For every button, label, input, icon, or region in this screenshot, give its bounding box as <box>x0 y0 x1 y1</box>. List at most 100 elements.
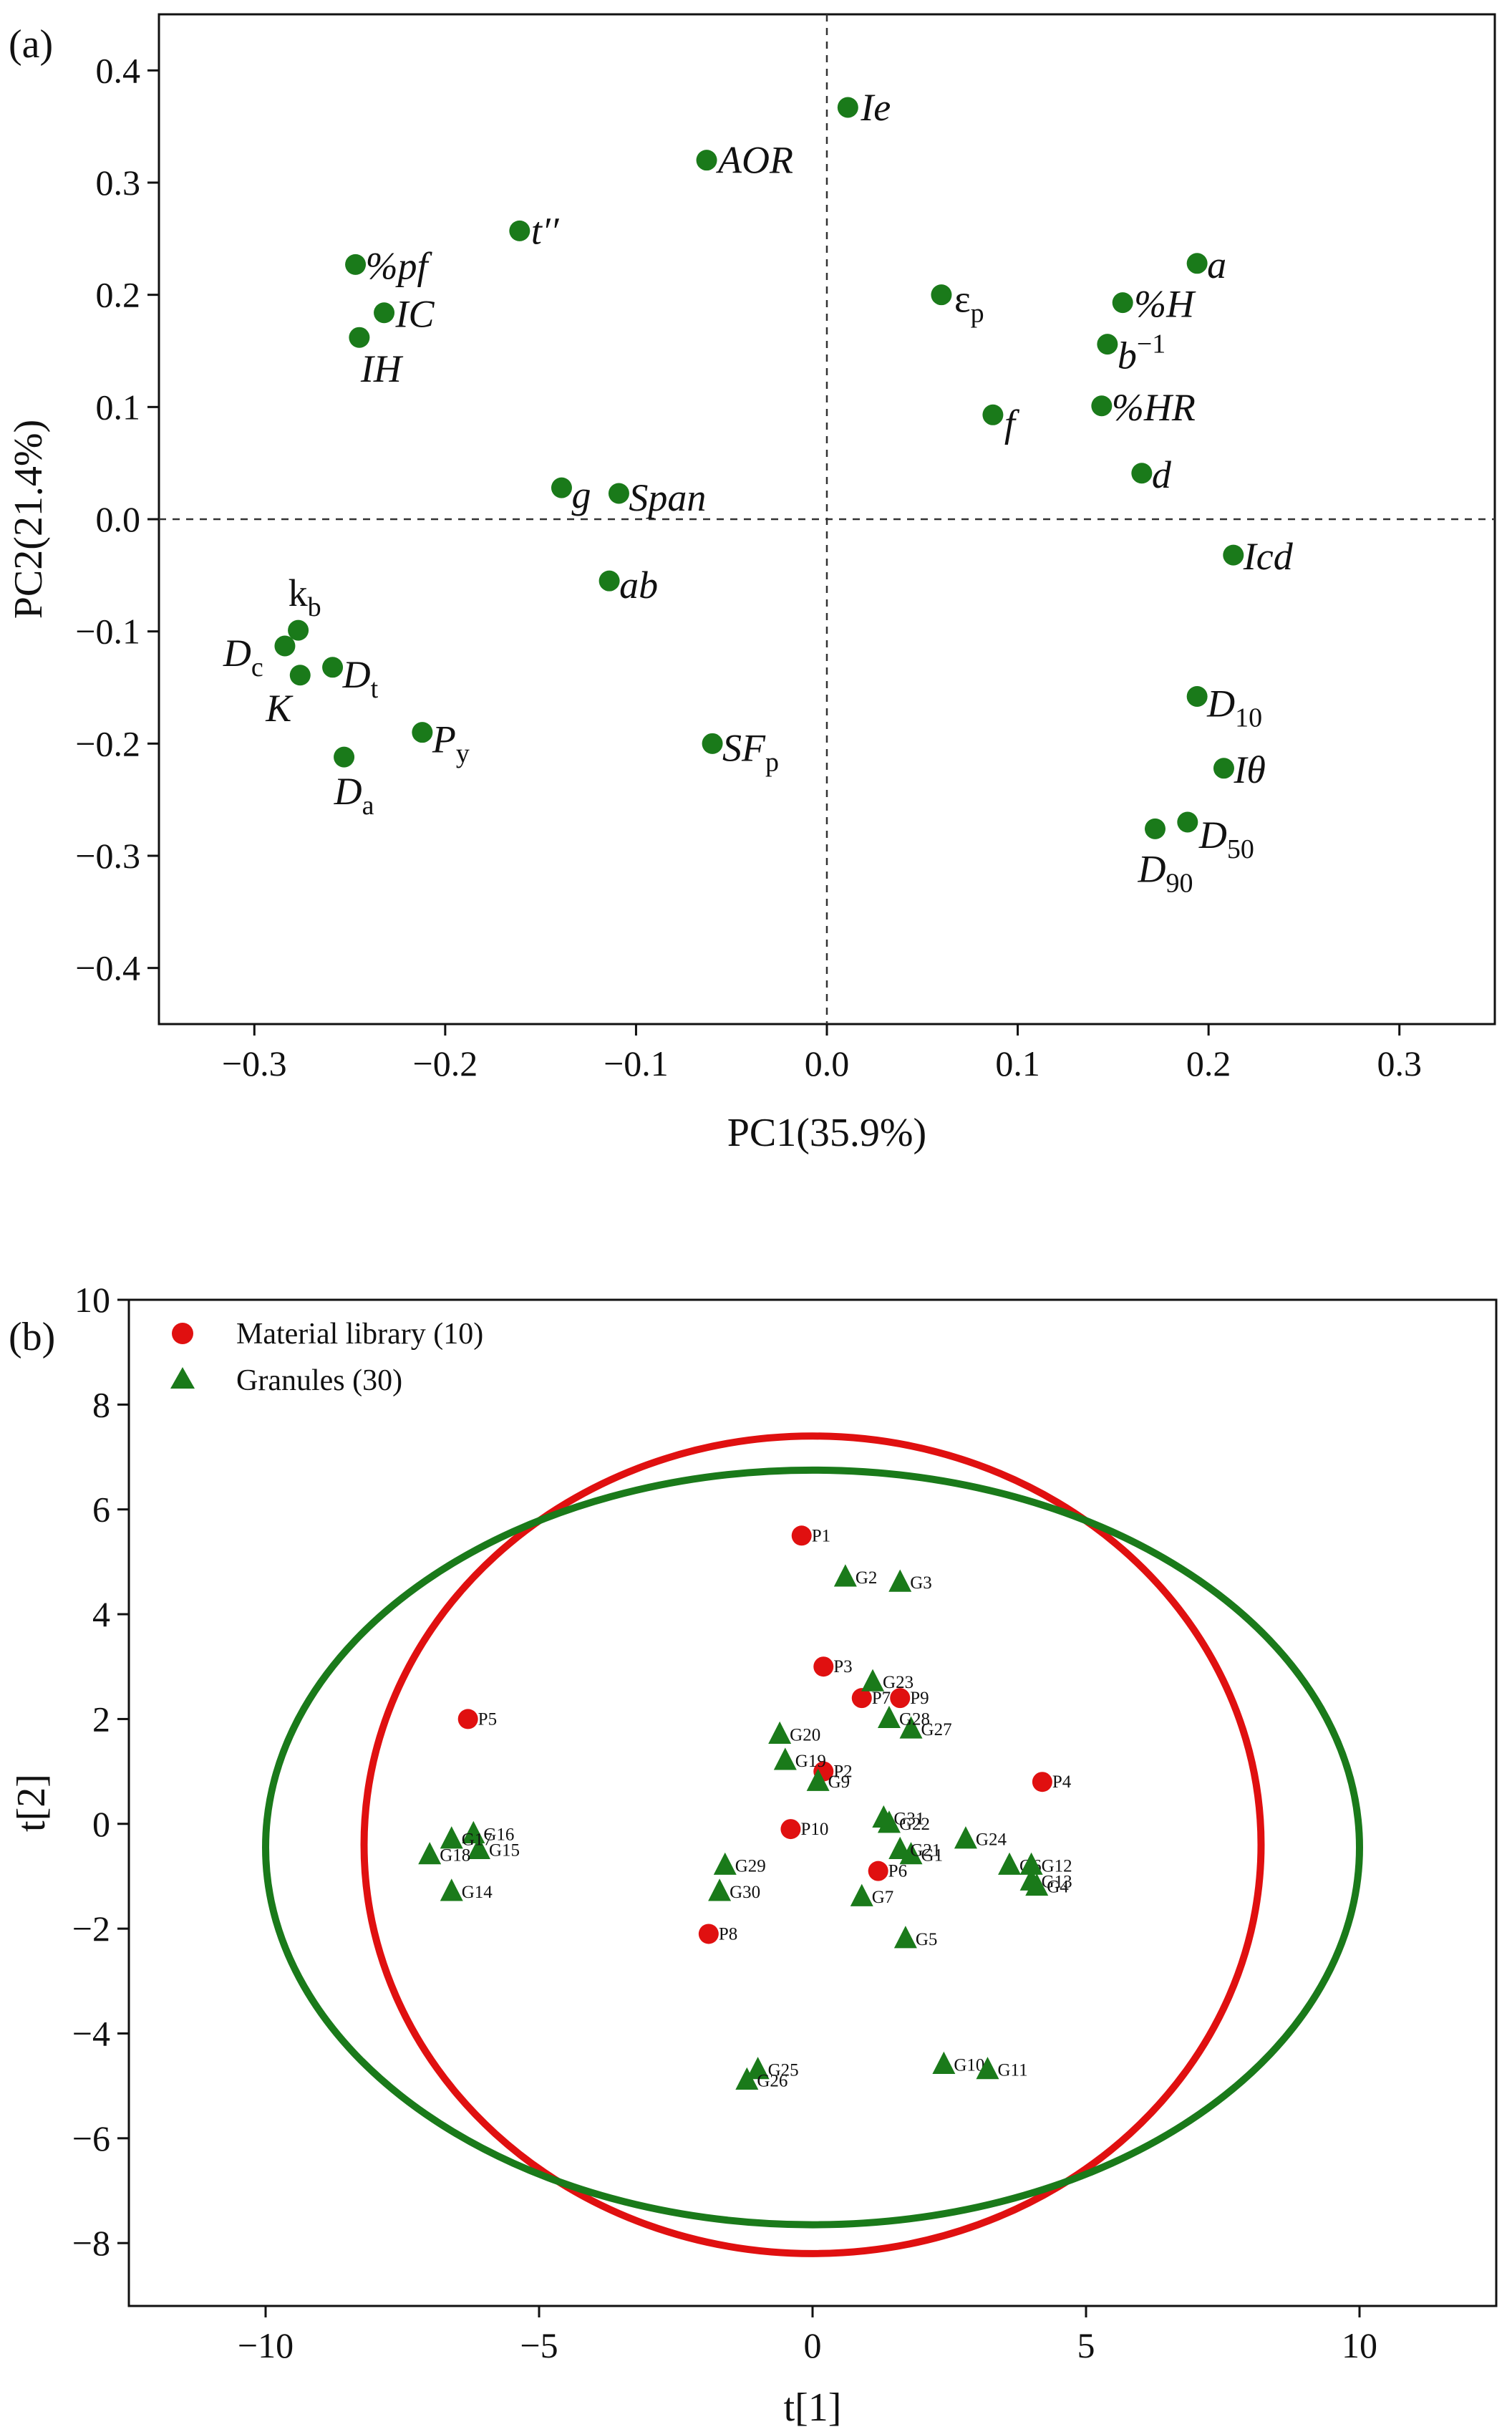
plot-frame <box>127 1298 1498 2307</box>
data-point <box>872 1805 896 1828</box>
data-point <box>696 150 717 171</box>
data-label: f <box>1004 402 1020 445</box>
data-point <box>288 619 309 641</box>
data-label: kb <box>289 571 321 622</box>
data-label: G14 <box>462 1883 493 1902</box>
data-label-main: Span <box>629 476 706 519</box>
data-point <box>888 1836 912 1859</box>
data-label-main: %H <box>1134 283 1196 326</box>
x-axis-title: t[1] <box>784 2385 842 2428</box>
data-point <box>877 1705 901 1729</box>
data-point <box>982 404 1004 425</box>
data-label-subscript: y <box>456 739 470 769</box>
data-point <box>1223 544 1244 566</box>
data-point <box>773 1747 797 1770</box>
y-tick-label: 0.3 <box>96 163 141 203</box>
x-tick-label: −0.2 <box>413 1043 478 1084</box>
data-label: G20 <box>790 1725 820 1745</box>
data-label-main: Iθ <box>1233 748 1266 791</box>
data-point <box>698 1924 719 1944</box>
data-label: a <box>1207 243 1226 286</box>
data-point <box>702 733 723 754</box>
data-label: P5 <box>478 1709 497 1729</box>
data-point <box>976 2057 999 2080</box>
data-label: IH <box>360 347 404 390</box>
data-label: Py <box>432 718 470 769</box>
data-label-subscript: 50 <box>1227 834 1254 864</box>
data-label: G31 <box>893 1809 924 1828</box>
data-point <box>931 284 952 306</box>
data-label-main: f <box>1004 402 1020 445</box>
data-point <box>868 1861 888 1881</box>
data-label: G30 <box>730 1883 760 1902</box>
data-label-main: d <box>1152 453 1172 496</box>
data-point <box>780 1819 801 1840</box>
data-label: D10 <box>1206 682 1262 733</box>
data-label: G23 <box>883 1673 914 1692</box>
data-label: P2 <box>833 1762 852 1782</box>
data-label: G3 <box>910 1573 932 1593</box>
data-label: Dc <box>223 632 263 682</box>
data-point <box>1032 1772 1052 1792</box>
data-label: d <box>1152 453 1172 496</box>
data-label-subscript: a <box>362 791 374 821</box>
data-label: %pf <box>366 244 433 287</box>
data-label: G15 <box>489 1840 520 1860</box>
data-label: G2 <box>856 1568 878 1588</box>
data-label: G29 <box>735 1856 766 1876</box>
x-tick-label: 0.2 <box>1186 1043 1231 1084</box>
data-label: G19 <box>795 1752 826 1771</box>
data-label-subscript: b <box>308 592 321 622</box>
y-tick-label: 0.2 <box>96 275 141 315</box>
y-tick-label: −0.1 <box>75 612 140 652</box>
data-label: G24 <box>976 1830 1007 1850</box>
data-label: Ie <box>860 86 891 129</box>
x-axis-title: PC1(35.9%) <box>727 1111 926 1155</box>
data-point <box>334 746 355 768</box>
data-point <box>806 1768 830 1791</box>
data-label: g <box>571 473 591 516</box>
data-label: K <box>265 687 294 730</box>
data-label: G28 <box>899 1709 930 1729</box>
data-label: t′′ <box>531 209 560 252</box>
y-tick-label: 0.4 <box>96 50 141 90</box>
data-point <box>374 302 395 324</box>
data-label-main: g <box>571 473 591 516</box>
data-label: D50 <box>1198 814 1254 864</box>
y-tick-label: 0 <box>92 1804 110 1844</box>
data-point <box>998 1852 1022 1875</box>
data-label-main: D <box>223 632 251 675</box>
data-point <box>462 1820 485 1844</box>
data-point <box>890 1688 911 1709</box>
data-label-subscript: 10 <box>1235 703 1262 733</box>
data-point <box>791 1525 812 1546</box>
data-point <box>932 2051 956 2074</box>
data-label: P6 <box>888 1862 907 1881</box>
data-label: G25 <box>768 2061 799 2080</box>
data-label: G11 <box>997 2061 1027 2080</box>
panel-tag: (a) <box>9 22 53 67</box>
data-label: SFp <box>722 726 779 777</box>
data-label: P3 <box>833 1657 852 1676</box>
data-point <box>888 1569 912 1592</box>
data-label: G9 <box>828 1772 850 1792</box>
data-label-main: AOR <box>716 139 793 182</box>
data-point <box>1186 686 1208 708</box>
data-label-subscript: c <box>251 652 263 682</box>
data-label-main: a <box>1207 243 1226 286</box>
data-point <box>833 1564 857 1587</box>
data-point <box>954 1826 977 1849</box>
data-label-main: D <box>342 653 371 696</box>
data-label: P1 <box>812 1526 830 1545</box>
confidence-ellipse <box>262 1466 1363 2229</box>
y-axis-title: t[2] <box>9 1774 54 1832</box>
data-label-main: Ie <box>860 86 891 129</box>
data-label-superscript: −1 <box>1137 329 1166 360</box>
data-label-main: P <box>432 718 456 761</box>
data-label-main: K <box>265 687 294 730</box>
data-label: G21 <box>910 1840 941 1860</box>
data-point <box>735 2067 759 2090</box>
y-tick-label: 2 <box>92 1699 110 1739</box>
